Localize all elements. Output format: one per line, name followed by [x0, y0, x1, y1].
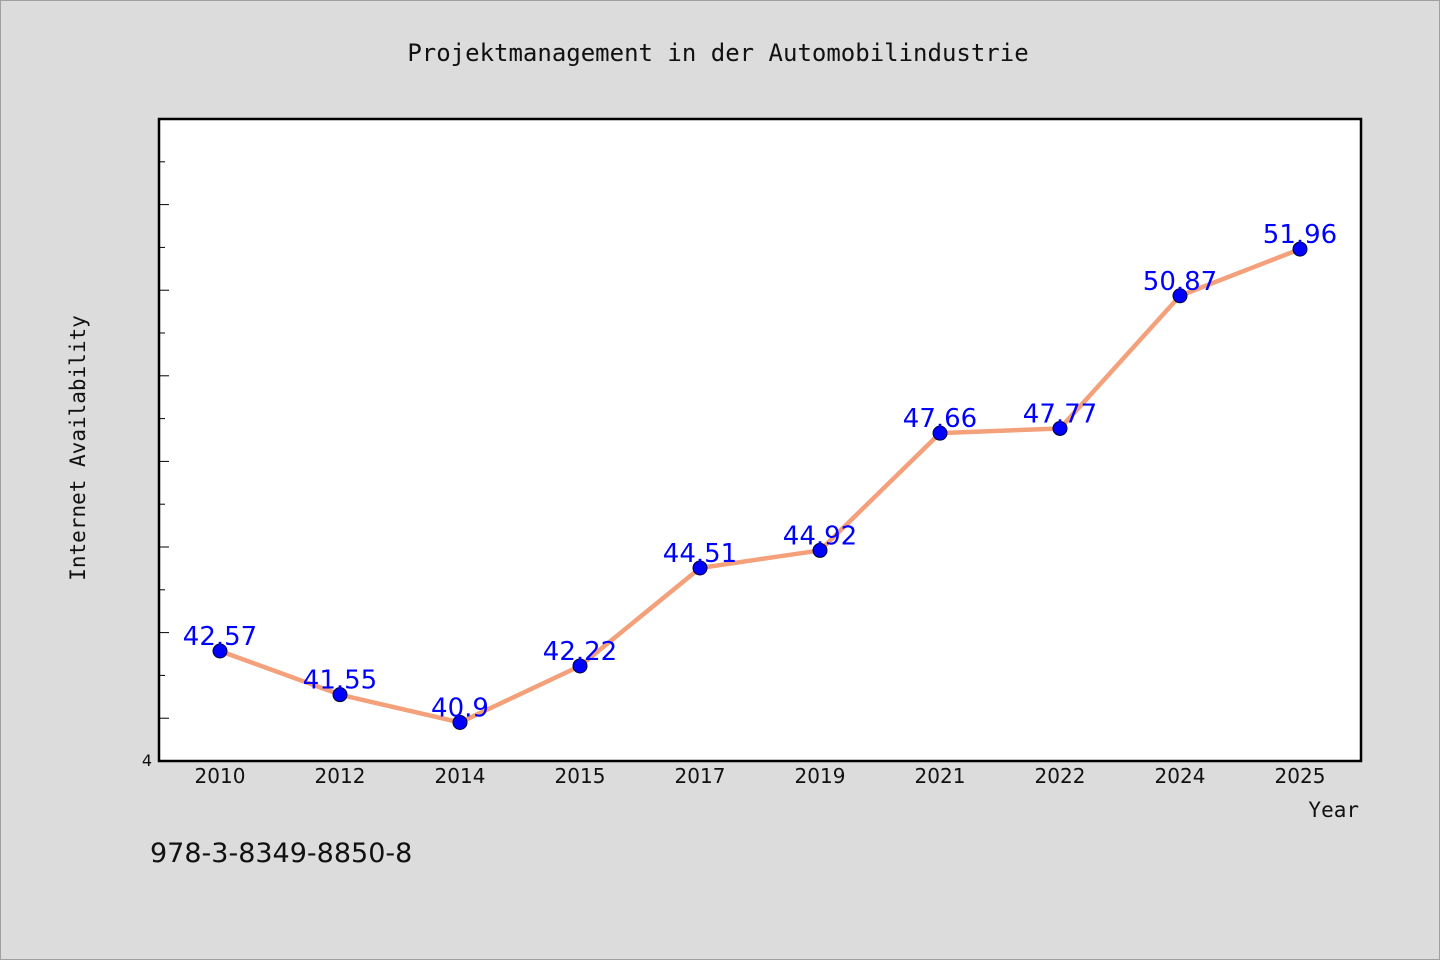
x-tick-label: 2015 [555, 764, 606, 788]
data-point [452, 714, 468, 730]
data-point [1172, 288, 1188, 304]
data-label: 44.92 [783, 521, 857, 551]
x-tick-label: 2022 [1035, 764, 1086, 788]
series-markers [212, 241, 1308, 730]
data-point [572, 658, 588, 674]
data-label: 41.55 [303, 666, 377, 696]
x-tick-label: 2017 [675, 764, 726, 788]
x-axis-label: Year [1308, 798, 1359, 822]
data-point [212, 643, 228, 659]
data-point [1052, 420, 1068, 436]
data-point [932, 425, 948, 441]
plot-area [157, 117, 1363, 763]
x-tick-label: 2025 [1275, 764, 1326, 788]
data-point [812, 542, 828, 558]
series-line [217, 246, 1303, 725]
data-label: 42.22 [543, 637, 617, 667]
data-label: 47.66 [903, 404, 977, 434]
data-point [1292, 241, 1308, 257]
y-axis-label: Internet Availability [66, 315, 90, 581]
x-tick-label: 2012 [315, 764, 366, 788]
x-tick-label: 2024 [1155, 764, 1206, 788]
data-label: 50.87 [1143, 267, 1217, 297]
data-label: 44.51 [663, 539, 737, 569]
data-label: 40.9 [431, 693, 489, 723]
data-point [692, 560, 708, 576]
x-tick-label: 2014 [435, 764, 486, 788]
data-labels: 42.57 41.55 40.9 42.22 44.51 44.92 47.66 47.77 5… [183, 220, 1337, 723]
y-min-tick-label: 4 [142, 751, 152, 770]
x-axis-ticks: 2010 2012 2014 2015 2017 2019 2021 2022 2024 2025 [195, 764, 1326, 788]
x-tick-label: 2021 [915, 764, 966, 788]
data-point [332, 687, 348, 703]
isbn-text: 978-3-8349-8850-8 [150, 838, 412, 869]
chart-title: Projektmanagement in der Automobilindust… [407, 39, 1028, 67]
data-label: 47.77 [1023, 399, 1097, 429]
y-axis-ticks [159, 161, 169, 719]
data-label: 42.57 [183, 622, 257, 652]
x-tick-label: 2010 [195, 764, 246, 788]
x-tick-label: 2019 [795, 764, 846, 788]
data-label: 51.96 [1263, 220, 1337, 250]
